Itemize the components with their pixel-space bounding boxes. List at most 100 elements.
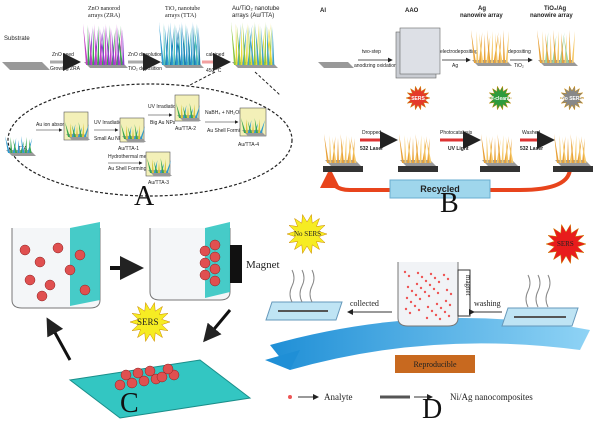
nanorod [189, 103, 193, 118]
star [286, 213, 328, 255]
star [559, 85, 585, 111]
nanorod [10, 137, 13, 153]
particle [34, 256, 46, 268]
nanorod [497, 35, 503, 63]
swoosh-head [265, 350, 300, 370]
legend-label: Ni/Ag nanocomposites [450, 392, 533, 402]
star [405, 85, 431, 111]
analyte [407, 274, 411, 278]
label: No SERS [294, 230, 321, 238]
label: Recycled [420, 184, 460, 194]
fumes [525, 274, 551, 308]
nanorod [569, 139, 574, 163]
panel-letter: C [120, 388, 139, 419]
label: 450 °C [206, 68, 222, 74]
label: TiO₂ deposition [128, 66, 162, 72]
nanorod [491, 31, 493, 63]
nanorod [426, 139, 432, 163]
nanorod [193, 104, 195, 118]
nanorod [503, 30, 506, 63]
label: Dropped [362, 130, 381, 136]
nanorod [94, 24, 98, 65]
analyte [437, 280, 441, 284]
nanorod [246, 119, 248, 133]
shape [399, 27, 441, 75]
nanorod-array [5, 136, 36, 156]
label: nanowire array [530, 13, 573, 19]
particle [126, 377, 138, 389]
nanorod [471, 30, 476, 63]
label: electrodepositing [440, 49, 478, 55]
analyte [409, 300, 413, 304]
label: SERS [137, 317, 159, 327]
nanorod [505, 31, 509, 63]
particle [209, 263, 221, 275]
analyte [446, 277, 450, 281]
nanorod [105, 24, 107, 65]
beaker-right [149, 222, 242, 301]
nanorod [272, 27, 275, 65]
particle [144, 365, 156, 377]
nanorod [105, 26, 111, 65]
analyte [410, 289, 414, 293]
label: arrays (ZRA) [88, 12, 120, 19]
nanorod [563, 35, 569, 63]
label: collected [350, 299, 379, 308]
nanorod-array [159, 22, 204, 68]
label: two-step [362, 49, 381, 55]
analyte [423, 290, 427, 294]
analyte [430, 309, 434, 313]
nanorod [255, 24, 260, 65]
nanorod [98, 26, 104, 65]
nanorod [559, 135, 562, 163]
substrate-plate [2, 62, 50, 70]
nanorod [117, 26, 120, 65]
nanorod [116, 25, 122, 65]
nanorod [248, 25, 251, 65]
nanorod [237, 24, 241, 65]
nanorod [344, 135, 347, 163]
analyte [405, 296, 409, 300]
analyte [445, 288, 449, 292]
nanorod [99, 27, 103, 65]
nanorod [165, 24, 169, 65]
nanorod [570, 134, 574, 163]
nanorod-array [399, 134, 436, 166]
label: UV Irradiation [94, 120, 125, 126]
label: ZnO seed [52, 52, 74, 58]
particle [114, 379, 126, 391]
nanorod [242, 22, 246, 65]
nanorod-array [176, 103, 201, 121]
analyte [415, 282, 419, 286]
nanorod-array [471, 30, 512, 66]
nanorod [554, 134, 559, 163]
panel-letter: D [422, 394, 442, 423]
analyte [443, 310, 447, 314]
reproducible-box [395, 355, 475, 373]
beaker [397, 262, 459, 327]
base-plate [553, 166, 593, 172]
nanorod-array [83, 24, 128, 68]
nanorod [84, 124, 89, 137]
particle [120, 369, 132, 381]
nanorod [487, 30, 491, 63]
nanorod [399, 134, 404, 163]
nanorod [147, 158, 152, 173]
analyte [433, 276, 437, 280]
nanorod [87, 25, 90, 65]
nanorod [412, 138, 414, 163]
nanorod [187, 26, 192, 65]
label: depositing [508, 49, 531, 55]
label: Ag [478, 6, 486, 12]
nanorod [134, 124, 138, 139]
nanorod [65, 122, 70, 137]
nanorod [152, 159, 154, 173]
label: Big Au NPs [150, 120, 176, 126]
label: TiO₂/Ag [544, 6, 567, 12]
analyte [439, 306, 443, 310]
nanorod [127, 127, 132, 139]
label: Au/TiO₂ nanotube [232, 6, 280, 12]
nanorod [486, 135, 489, 163]
inset-ellipse [7, 83, 293, 197]
nanorod [24, 137, 27, 153]
